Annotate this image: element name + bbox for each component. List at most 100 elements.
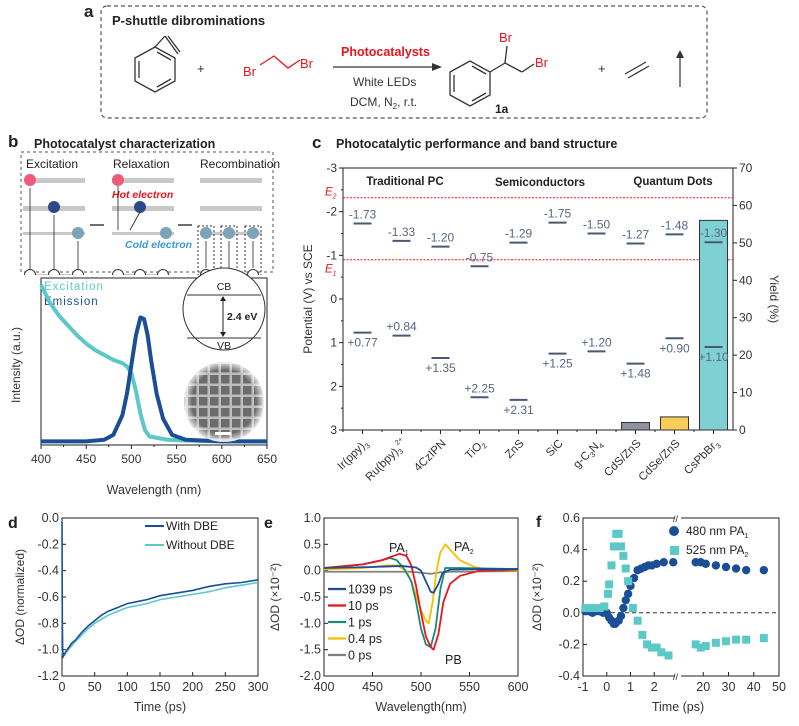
reduction-label-2: -1.20: [427, 231, 455, 245]
y-tick-label-right: 50: [739, 236, 753, 250]
y-tick-label: 0.0: [563, 606, 580, 620]
legend-excitation: Excitation: [44, 281, 104, 293]
data-point-480nm: [616, 611, 626, 621]
data-point-525nm: [621, 564, 630, 573]
x-tick-label: 250: [215, 680, 236, 694]
stage-recombination-label: Recombination: [200, 157, 280, 171]
oxidation-label-5: +1.25: [542, 357, 573, 371]
x-tick-label: 150: [150, 680, 171, 694]
cb-label: CB: [217, 281, 232, 293]
plus-sign-2: +: [598, 61, 606, 76]
data-point-525nm: [624, 577, 633, 586]
data-point-525nm: [581, 604, 590, 613]
stage-excitation-label: Excitation: [26, 157, 78, 171]
reduction-label-5: -1.75: [544, 207, 572, 221]
reduction-label-1: -1.33: [388, 225, 416, 239]
y-tick-label: -2.0: [299, 669, 321, 683]
legend-label-1039-ps: 1039 ps: [348, 583, 392, 597]
reduction-label-6: -1.50: [583, 218, 611, 232]
br-label: Br: [300, 56, 314, 71]
data-point-480nm: [759, 565, 769, 575]
chart-e-ta-spectra: e ΔOD (×10⁻²) Wavelength(nm) 400 450 500 55…: [264, 511, 528, 714]
product-structure: [449, 45, 535, 107]
x-tick-label: 400: [31, 452, 51, 466]
data-point-480nm: [623, 589, 633, 599]
yield-bar-9: [699, 219, 728, 431]
y-tick-label: -0.6: [37, 590, 59, 604]
series-line-emission: [41, 315, 267, 444]
data-point-525nm: [664, 651, 673, 660]
chart-c-title: Photocatalytic performance and band stru…: [336, 137, 617, 151]
series-line-excitation: [39, 283, 267, 444]
oxidation-label-3: +2.25: [464, 381, 495, 395]
x-tick-label: 450: [76, 452, 96, 466]
y-tick-label-left: 0: [330, 292, 337, 306]
legend-525nm: 525 nm PA2: [686, 543, 748, 559]
yield-bar-8: [660, 416, 689, 431]
y-tick-label: -0.4: [37, 564, 59, 578]
y-tick-label: -0.2: [558, 637, 580, 651]
x-tick-label: 500: [411, 680, 432, 694]
data-point-525nm: [595, 604, 604, 613]
scheme-frame: [20, 151, 274, 273]
tem-image-inset: [184, 362, 264, 442]
chart-d-xlabel: Time (ps): [134, 700, 186, 714]
y-tick-label-left: -1: [326, 248, 337, 262]
data-point-480nm: [652, 559, 661, 569]
annotation-pa2: PA2: [454, 540, 474, 556]
x-tick-label: 500: [121, 452, 141, 466]
chart-c-ylabel-left: Potential (V) vs SCE: [301, 244, 315, 353]
series-line-without-dbe: [61, 581, 259, 658]
oxidation-label-1: +0.84: [386, 320, 417, 334]
data-point-525nm: [617, 542, 625, 551]
data-point-480nm: [741, 565, 751, 575]
chart-e-xlabel: Wavelength(nm): [375, 700, 466, 714]
data-point-525nm: [607, 561, 616, 570]
legend-label-10-ps: 10 ps: [348, 599, 379, 613]
legend-label-1-ps: 1 ps: [348, 616, 372, 630]
reduction-label-9: -1.30: [700, 226, 728, 240]
panel-a-title: P-shuttle dibrominations: [112, 13, 265, 28]
br-label: Br: [243, 64, 257, 79]
y-tick-label-right: 60: [739, 198, 753, 212]
arrow-label-conditions: DCM, N2, r.t.: [350, 95, 417, 111]
cold-electron-dot: [247, 227, 259, 239]
oxidation-label-0: +0.77: [347, 336, 378, 350]
cold-electron-label: Cold electron: [125, 239, 192, 251]
data-point-525nm: [652, 643, 661, 652]
data-point-525nm: [600, 602, 609, 611]
x-tick-label: 200: [182, 680, 203, 694]
product-br-right: Br: [535, 55, 549, 70]
y-tick-label-right: 20: [739, 348, 753, 362]
legend-label-0.4-ps: 0.4 ps: [348, 632, 382, 646]
x-tick-label: 2: [651, 680, 658, 694]
reduction-label-3: -0.75: [466, 250, 494, 264]
y-tick-label: 0.0: [42, 511, 59, 525]
series-line-with-dbe: [61, 521, 259, 660]
x-tick-label: 650: [257, 452, 277, 466]
series-line-10-ps: [323, 552, 519, 651]
x-tick-label: 20: [696, 680, 710, 694]
legend-with-dbe: With DBE: [166, 519, 218, 533]
y-tick-label: -0.8: [37, 616, 59, 630]
data-point-525nm: [603, 589, 612, 598]
reaction-arrow-head: [432, 63, 442, 71]
category-label-4: ZnS: [503, 437, 527, 461]
chart-d-ylabel: ΔOD (normalized): [13, 549, 27, 645]
category-label-3: TiO2: [463, 438, 489, 464]
y-tick-label-right: 0: [739, 423, 746, 437]
y-tick-label: -1.5: [299, 643, 321, 657]
x-tick-label: 300: [248, 680, 269, 694]
reference-label-E2: E2: [325, 187, 337, 201]
styrene-structure: [134, 35, 181, 93]
category-label-8: CdSe/ZnS: [637, 437, 683, 483]
axis-break-mark: //: [673, 672, 679, 682]
chart-b-spectra: Excitation Emission Intensity (a.u.) Wav…: [9, 267, 277, 497]
cold-electron-dot: [160, 227, 172, 239]
annotation-pb: PB: [445, 653, 462, 667]
x-tick-label: 1: [627, 680, 634, 694]
y-tick-label: 0.0: [304, 564, 321, 578]
x-tick-label: 40: [747, 680, 761, 694]
y-tick-label: -0.2: [37, 537, 59, 551]
axis-break-mark: //: [673, 514, 679, 524]
